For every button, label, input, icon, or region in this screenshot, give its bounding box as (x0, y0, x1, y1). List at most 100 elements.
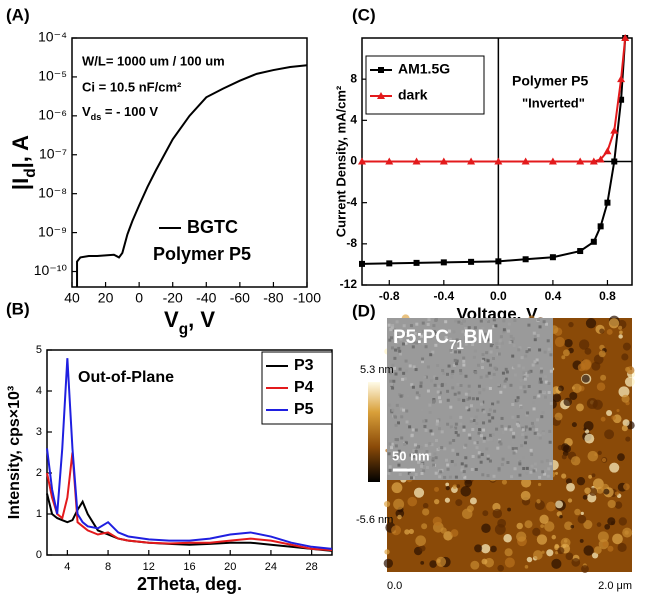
tem-texture (506, 370, 509, 373)
tem-texture (509, 384, 512, 387)
tem-texture (528, 348, 531, 351)
tem-texture (549, 441, 552, 444)
tem-texture (410, 476, 413, 479)
tem-texture (506, 461, 509, 464)
tem-texture (535, 428, 538, 431)
text-part: V (82, 104, 91, 119)
afm-texture (502, 479, 507, 484)
tem-texture (400, 440, 403, 443)
afm-texture (420, 561, 424, 565)
legend-label: P3 (294, 357, 314, 374)
tem-texture (426, 466, 429, 469)
marker (468, 259, 474, 265)
afm-texture (586, 318, 596, 328)
tem-texture (519, 379, 522, 382)
tem-texture (407, 394, 410, 397)
tem-texture (534, 338, 537, 341)
tem-texture (504, 428, 507, 431)
tem-texture (488, 372, 491, 375)
afm-texture (608, 500, 616, 508)
tem-texture (532, 364, 535, 367)
afm-texture (436, 557, 446, 567)
tem-texture (478, 428, 481, 431)
x-tick-label: 24 (265, 561, 277, 573)
text-part: V (164, 307, 179, 332)
afm-texture (391, 525, 401, 535)
tem-texture (537, 318, 540, 321)
tem-texture (449, 441, 452, 444)
tem-texture (501, 417, 504, 420)
afm-texture (384, 549, 389, 554)
tem-texture (457, 398, 460, 401)
tem-texture (494, 324, 497, 327)
tem-texture (545, 381, 548, 384)
tem-texture (476, 397, 479, 400)
legend-label: BGTC (187, 217, 238, 237)
tem-texture (523, 473, 526, 476)
afm-texture (585, 348, 592, 355)
panel-label: (D) (352, 301, 376, 320)
afm-texture (583, 428, 586, 431)
tem-texture (522, 371, 525, 374)
afm-texture (521, 491, 531, 501)
text-part: |, A (8, 135, 33, 169)
afm-texture (624, 530, 628, 534)
afm-texture (597, 522, 602, 527)
tem-texture (402, 372, 405, 375)
x-tick-label: -100 (293, 290, 321, 306)
afm-texture (592, 473, 596, 477)
afm-texture (397, 515, 402, 520)
afm-texture (470, 561, 479, 570)
text-part: 71 (449, 337, 464, 352)
afm-texture (455, 499, 462, 506)
tem-texture (429, 429, 432, 432)
y-tick-label: 3 (36, 426, 42, 438)
afm-texture (609, 318, 619, 328)
tem-texture (455, 476, 458, 479)
tem-texture (539, 390, 542, 393)
tem-texture (515, 447, 518, 450)
afm-texture (582, 375, 590, 383)
tem-texture (454, 427, 457, 430)
y-axis-label: Intensity, cps×10³ (6, 386, 23, 520)
marker (495, 258, 501, 264)
afm-texture (577, 477, 585, 485)
afm-texture (615, 492, 619, 496)
tem-texture (540, 415, 543, 418)
tem-texture (400, 415, 403, 418)
afm-texture (606, 410, 612, 416)
tem-texture (457, 434, 460, 437)
tem-texture (530, 465, 533, 468)
afm-texture (497, 565, 504, 572)
tem-texture (478, 451, 481, 454)
tem-texture (512, 440, 515, 443)
tem-texture (416, 396, 419, 399)
tem-texture (420, 381, 423, 384)
tem-texture (539, 325, 542, 328)
afm-texture (622, 425, 628, 431)
tem-texture (424, 376, 427, 379)
tem-texture (498, 353, 501, 356)
tem-texture (415, 473, 418, 476)
tem-texture (516, 458, 519, 461)
afm-texture (581, 512, 584, 515)
tem-texture (397, 414, 400, 417)
afm-texture (495, 524, 506, 535)
tem-texture (489, 408, 492, 411)
tem-texture (423, 425, 426, 428)
tem-texture (400, 436, 403, 439)
tem-texture (477, 364, 480, 367)
tem-texture (522, 428, 525, 431)
tem-texture (502, 372, 505, 375)
tem-texture (402, 353, 405, 356)
marker (591, 239, 597, 245)
afm-texture (598, 451, 602, 455)
tem-texture (419, 385, 422, 388)
tem-texture (402, 409, 405, 412)
tem-texture (452, 428, 455, 431)
afm-texture (524, 520, 532, 528)
y-tick-label: 10⁻⁶ (38, 107, 67, 123)
tem-texture (525, 436, 528, 439)
afm-texture (580, 539, 584, 543)
afm-texture (625, 367, 630, 372)
